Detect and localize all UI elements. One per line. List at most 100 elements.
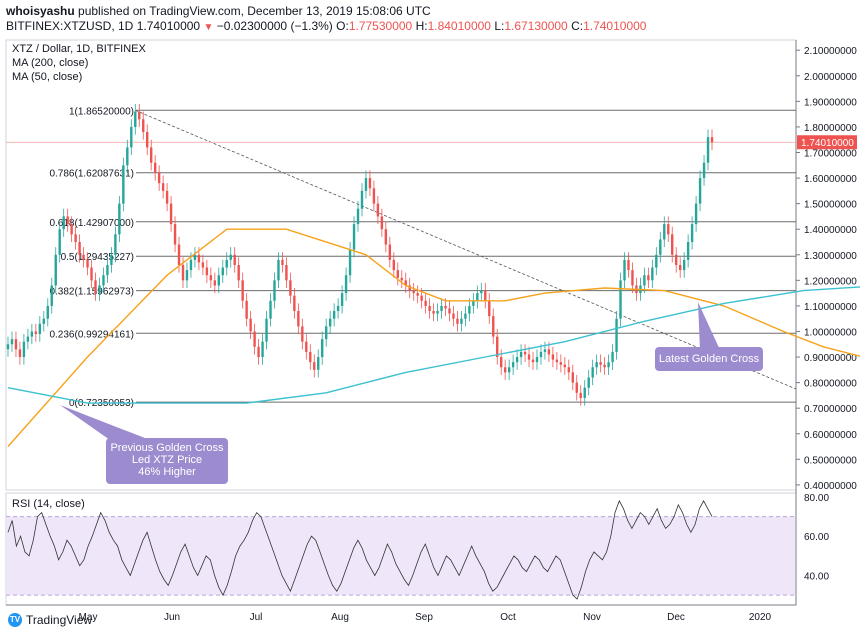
candle-body bbox=[50, 285, 53, 306]
candle-body bbox=[519, 351, 523, 358]
candle-body bbox=[599, 362, 602, 365]
candle-body bbox=[432, 311, 435, 314]
candle-body bbox=[440, 305, 443, 312]
candle-body bbox=[468, 305, 471, 314]
candle-body bbox=[698, 178, 702, 204]
candle-body bbox=[515, 357, 519, 363]
candle-body bbox=[531, 359, 535, 363]
candle-body bbox=[527, 354, 531, 360]
candle-body bbox=[563, 364, 567, 368]
low-label: L: bbox=[494, 19, 505, 33]
candle-body bbox=[209, 275, 213, 281]
candle-body bbox=[253, 331, 256, 347]
candle-body bbox=[372, 188, 376, 204]
candle-body bbox=[313, 362, 316, 370]
y-tick-label: 2.10000000 bbox=[804, 46, 857, 57]
candle-body bbox=[663, 224, 666, 240]
fib-level-label: 0.618(1.42907000) bbox=[49, 218, 134, 229]
candle-body bbox=[651, 267, 654, 281]
candle-body bbox=[98, 285, 101, 294]
candle-body bbox=[233, 254, 236, 265]
candle-body bbox=[193, 254, 197, 260]
ma200-legend: MA (200, close) bbox=[12, 57, 88, 69]
y-tick-label: 1.80000000 bbox=[804, 123, 857, 134]
candle-body bbox=[706, 137, 710, 163]
triangle-down-icon: ▼ bbox=[203, 22, 214, 33]
candle-body bbox=[655, 254, 658, 268]
candle-body bbox=[444, 305, 447, 309]
candle-body bbox=[678, 265, 682, 271]
brand-name[interactable]: TradingView bbox=[26, 613, 93, 627]
author-name[interactable]: whoisyashu bbox=[6, 4, 75, 18]
candle-body bbox=[122, 165, 125, 204]
candle-body bbox=[257, 346, 260, 358]
previous-cross-line-2: Led XTZ Price bbox=[131, 454, 203, 466]
candle-body bbox=[305, 341, 308, 352]
rsi-tick-label: 80.00 bbox=[804, 493, 829, 504]
candle-body bbox=[328, 318, 332, 327]
rsi-tick-label: 40.00 bbox=[804, 572, 829, 583]
candle-body bbox=[14, 339, 18, 350]
previous-cross-line-3: 46% Higher bbox=[138, 466, 196, 478]
candle-body bbox=[332, 311, 336, 319]
candle-body bbox=[404, 280, 407, 286]
candle-body bbox=[480, 290, 483, 294]
candle-body bbox=[70, 224, 73, 235]
candle-body bbox=[281, 259, 284, 265]
candle-body bbox=[46, 305, 49, 319]
ohlc-line: BITFINEX:XTZUSD, 1D 1.74010000 ▼ −0.0230… bbox=[6, 19, 646, 33]
open-label: O: bbox=[336, 19, 349, 33]
ma200-line bbox=[7, 286, 860, 404]
candle-body bbox=[547, 349, 551, 355]
y-tick-label: 1.30000000 bbox=[804, 251, 857, 262]
candle-body bbox=[710, 137, 714, 143]
candle-body bbox=[30, 331, 34, 337]
candle-body bbox=[647, 275, 650, 281]
candle-body bbox=[694, 203, 698, 225]
candle-body bbox=[340, 293, 344, 306]
candle-body bbox=[66, 216, 69, 225]
high-value: 1.84010000 bbox=[427, 19, 491, 33]
candle-body bbox=[511, 362, 515, 368]
candle-body bbox=[523, 351, 527, 355]
candle-body bbox=[627, 259, 630, 271]
candle-body bbox=[380, 216, 384, 230]
candle-body bbox=[317, 357, 320, 370]
candle-body bbox=[575, 382, 578, 393]
candle-body bbox=[631, 270, 634, 286]
candle-body bbox=[301, 326, 304, 342]
y-tick-label: 1.00000000 bbox=[804, 327, 857, 338]
candle-body bbox=[297, 311, 300, 327]
chart-header: whoisyashu published on TradingView.com,… bbox=[6, 0, 856, 38]
fib-level-label: 0.382(1.15962973) bbox=[49, 287, 134, 298]
candle-body bbox=[388, 244, 392, 260]
candle-body bbox=[643, 275, 646, 286]
candle-body bbox=[62, 216, 65, 230]
candle-body bbox=[452, 313, 455, 319]
y-tick-label: 0.40000000 bbox=[804, 481, 857, 492]
candle-body bbox=[149, 147, 153, 163]
candle-body bbox=[249, 318, 252, 332]
candle-body bbox=[488, 300, 491, 317]
candle-body bbox=[344, 275, 348, 294]
previous-golden-cross-callout: Previous Golden Cross Led XTZ Price 46% … bbox=[106, 438, 228, 484]
last-price-tag bbox=[797, 135, 857, 150]
x-tick-label: May bbox=[79, 612, 98, 623]
candle-body bbox=[675, 254, 678, 265]
footer: TV TradingView bbox=[8, 613, 92, 627]
candle-body bbox=[173, 224, 177, 245]
candle-body bbox=[428, 305, 431, 312]
x-tick-label: Jul bbox=[250, 612, 263, 623]
candle-body bbox=[205, 267, 209, 276]
candle-body bbox=[484, 290, 487, 301]
rsi-title: RSI (14, close) bbox=[12, 498, 85, 510]
candle-body bbox=[74, 234, 77, 242]
candle-body bbox=[10, 339, 14, 345]
x-tick-label: Dec bbox=[667, 612, 685, 623]
candle-body bbox=[551, 354, 555, 360]
candle-body bbox=[336, 305, 340, 312]
candle-body bbox=[535, 357, 539, 363]
fib-level-label: 0.236(0.99294161) bbox=[49, 329, 134, 340]
candle-body bbox=[591, 367, 594, 378]
